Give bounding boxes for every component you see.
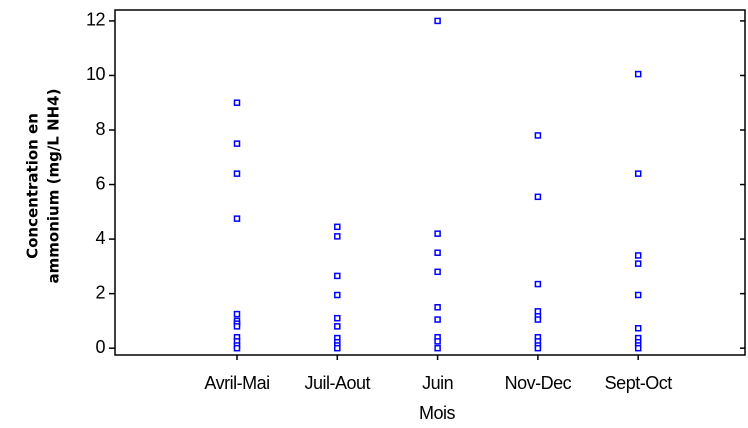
x-tick-label: Juin <box>422 373 453 393</box>
point <box>634 260 642 267</box>
point <box>334 272 341 280</box>
point <box>334 344 341 352</box>
y-tick-label: 2 <box>95 282 105 302</box>
point <box>634 325 642 332</box>
point <box>233 99 241 106</box>
point <box>434 230 441 237</box>
point <box>534 193 542 201</box>
plot-frame <box>114 9 746 356</box>
point <box>634 170 642 177</box>
point <box>233 310 241 318</box>
point <box>634 70 642 78</box>
point <box>334 291 341 299</box>
y-tick-label: 12 <box>86 10 106 30</box>
y-tick-label: 6 <box>95 173 105 193</box>
point <box>233 140 241 147</box>
point <box>534 344 542 352</box>
y-tick-label: 8 <box>95 119 105 139</box>
x-tick-label: Avril-Mai <box>204 373 269 393</box>
point <box>334 314 341 322</box>
point <box>233 170 241 177</box>
point <box>233 215 241 222</box>
point <box>434 304 441 311</box>
point <box>434 338 441 345</box>
point <box>334 323 341 330</box>
y-axis-label: ammonium (mg/L NH4) <box>45 89 63 284</box>
x-tick-label: Juil-Aout <box>305 373 371 393</box>
point <box>534 316 542 323</box>
point <box>634 344 642 352</box>
x-axis-label: Mois <box>419 403 456 423</box>
point <box>534 132 542 139</box>
x-tick-label: Sept-Oct <box>605 373 673 393</box>
point <box>634 252 642 259</box>
point <box>434 17 441 25</box>
point <box>634 291 642 299</box>
point <box>434 249 441 256</box>
x-tick-label: Nov-Dec <box>505 373 572 393</box>
point <box>334 223 341 231</box>
point <box>233 323 241 330</box>
point <box>233 344 241 352</box>
point <box>434 316 441 323</box>
y-tick-label: 4 <box>95 228 105 248</box>
point <box>434 344 441 352</box>
y-tick-label: 0 <box>95 337 105 357</box>
point <box>534 280 542 288</box>
y-tick-label: 10 <box>86 64 106 84</box>
point <box>434 268 441 276</box>
y-axis-label: Concentration en <box>24 113 42 259</box>
point <box>334 233 341 240</box>
